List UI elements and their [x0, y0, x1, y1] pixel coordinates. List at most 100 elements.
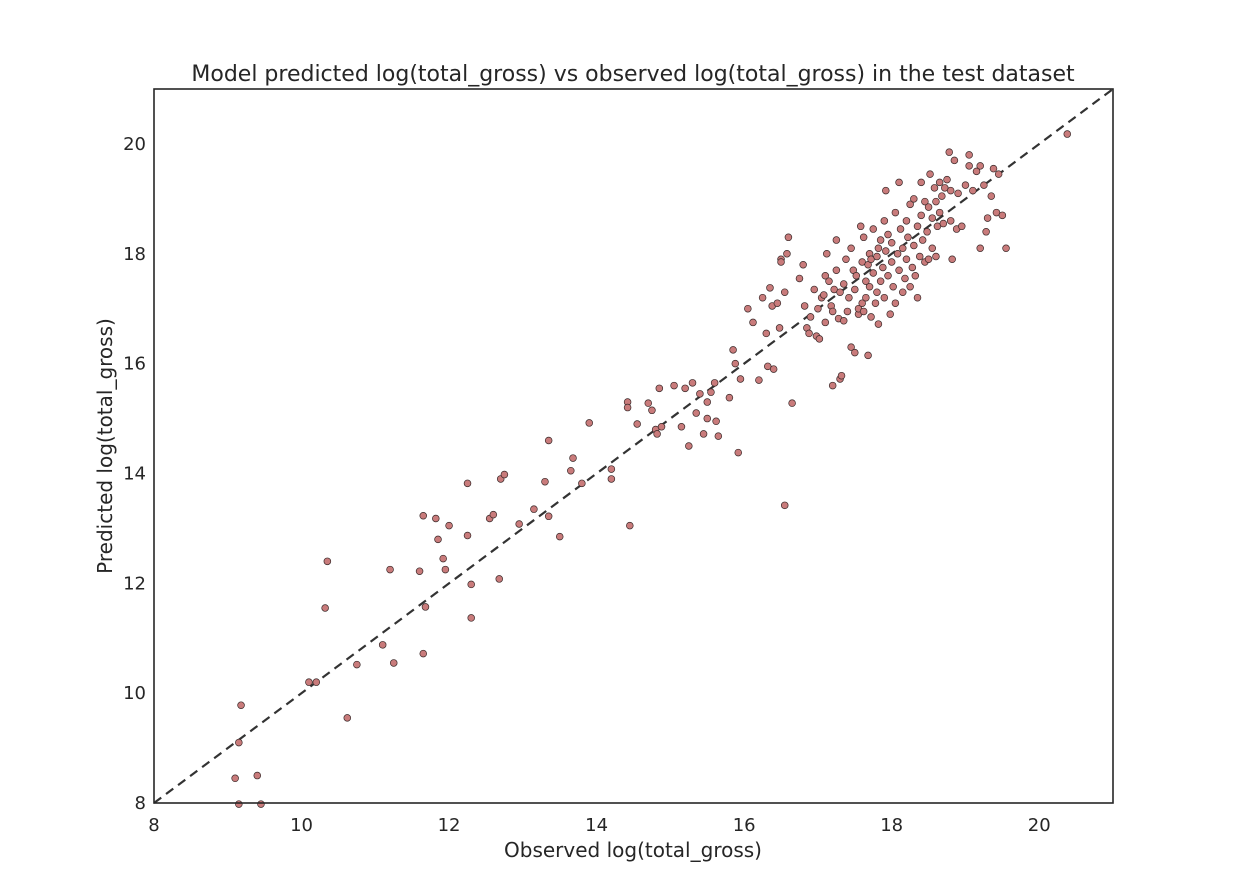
data-point	[766, 284, 774, 292]
data-point	[353, 660, 361, 669]
data-point	[902, 217, 911, 225]
data-point	[972, 167, 981, 176]
data-point	[555, 532, 564, 541]
data-point	[862, 277, 870, 285]
data-point	[864, 351, 872, 360]
data-point	[500, 470, 509, 479]
data-point	[994, 170, 1003, 178]
data-point	[873, 288, 881, 296]
data-point	[815, 335, 824, 343]
y-tick-label: 20	[123, 134, 146, 155]
x-tick-label: 14	[585, 815, 608, 836]
data-point	[917, 178, 925, 187]
data-point	[874, 320, 883, 328]
data-point	[965, 151, 973, 159]
data-point	[917, 211, 925, 220]
data-point	[879, 263, 887, 272]
data-point	[343, 714, 352, 722]
y-axis-label: Predicted log(total_gross)	[93, 318, 117, 574]
data-point	[305, 678, 313, 686]
data-point	[923, 228, 931, 236]
data-point	[908, 263, 917, 272]
data-point	[869, 225, 877, 233]
data-point	[901, 274, 909, 283]
x-tick-label: 8	[148, 815, 159, 836]
data-point	[832, 266, 841, 274]
data-point	[989, 164, 998, 173]
data-point	[847, 343, 855, 351]
data-point	[882, 186, 890, 195]
data-point	[915, 252, 924, 261]
data-point	[882, 247, 890, 255]
data-point	[880, 293, 889, 302]
data-point	[862, 293, 870, 302]
data-point	[958, 222, 966, 231]
data-point	[677, 423, 686, 431]
data-point	[926, 170, 934, 178]
data-point	[788, 399, 796, 407]
data-point	[777, 258, 785, 266]
data-point	[688, 379, 697, 387]
data-point	[869, 269, 877, 277]
data-point	[924, 203, 933, 211]
data-point	[930, 184, 939, 192]
data-point	[257, 800, 265, 808]
data-point	[945, 148, 953, 156]
data-point	[828, 381, 837, 390]
x-axis-label: Observed log(total_gross)	[504, 838, 762, 862]
data-point	[703, 398, 712, 406]
data-point	[839, 280, 848, 288]
data-point	[891, 208, 900, 217]
data-point	[983, 214, 992, 222]
data-point	[445, 521, 453, 530]
data-point	[231, 774, 239, 783]
data-point	[1002, 244, 1010, 253]
data-point	[685, 442, 693, 450]
data-point	[795, 274, 804, 283]
data-point	[463, 479, 472, 488]
data-point	[865, 282, 874, 291]
data-point	[762, 329, 771, 338]
data-point	[859, 307, 868, 316]
data-point	[842, 255, 850, 264]
data-point	[810, 285, 818, 294]
data-point	[755, 376, 763, 384]
data-point	[805, 329, 813, 338]
data-point	[899, 244, 907, 253]
data-point	[904, 233, 912, 242]
data-point	[541, 477, 549, 486]
data-point	[749, 318, 757, 327]
data-point	[911, 271, 920, 280]
data-point	[692, 409, 700, 417]
data-point	[467, 614, 475, 622]
data-point	[946, 217, 955, 225]
data-point	[799, 261, 807, 269]
data-point	[386, 565, 394, 574]
data-point	[235, 738, 243, 747]
data-point	[670, 381, 678, 390]
data-point	[463, 531, 472, 540]
data-point	[899, 288, 907, 296]
data-point	[623, 403, 632, 412]
data-point	[928, 244, 937, 253]
data-point	[950, 156, 959, 165]
data-point	[823, 250, 831, 258]
data-point	[821, 271, 830, 280]
data-point	[439, 554, 447, 563]
data-point	[530, 505, 538, 513]
data-point	[707, 388, 715, 396]
data-point	[856, 222, 865, 231]
plot-frame	[153, 88, 1114, 804]
data-point	[648, 406, 656, 415]
y-tick-label: 14	[123, 463, 146, 484]
data-point	[825, 277, 833, 285]
data-point	[906, 282, 914, 291]
data-point	[886, 310, 894, 318]
data-point	[893, 250, 902, 258]
data-point	[712, 417, 720, 426]
data-point	[954, 189, 962, 198]
data-point	[644, 399, 653, 407]
data-point	[806, 313, 815, 321]
data-point	[928, 214, 937, 222]
